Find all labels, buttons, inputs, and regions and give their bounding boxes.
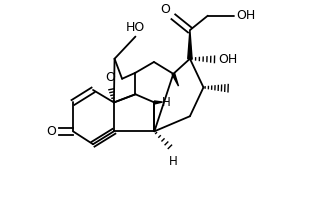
Polygon shape	[154, 101, 163, 104]
Polygon shape	[172, 73, 179, 86]
Polygon shape	[188, 30, 192, 59]
Text: O: O	[160, 3, 170, 16]
Text: H: H	[169, 155, 178, 168]
Text: O: O	[46, 125, 56, 138]
Text: H: H	[162, 96, 171, 109]
Text: OH: OH	[236, 9, 256, 22]
Text: O: O	[105, 71, 115, 84]
Text: OH: OH	[218, 53, 237, 66]
Text: HO: HO	[126, 21, 145, 34]
